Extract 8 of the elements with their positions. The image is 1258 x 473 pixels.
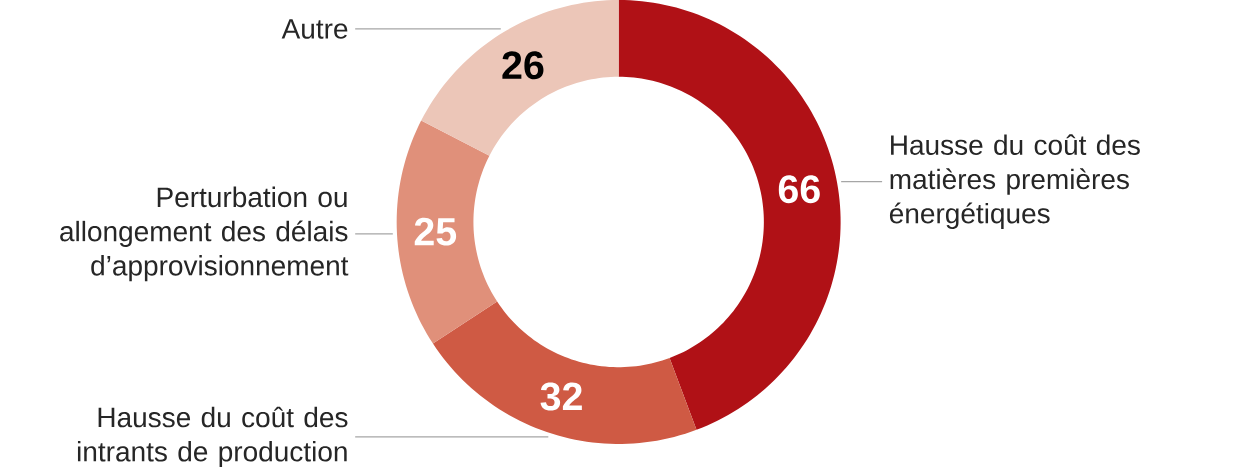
data-label: 66 xyxy=(778,175,820,204)
slice-label: Hausse du coût des matières premières énergétiques xyxy=(889,134,1140,229)
slice-label: Autre xyxy=(281,19,348,39)
data-label: 32 xyxy=(540,382,582,411)
data-label: 26 xyxy=(502,51,544,80)
slice-label: Perturbation ou allongement des délais d’approvisionnement xyxy=(60,186,349,282)
data-label: 25 xyxy=(414,217,457,246)
slice-label: Hausse du coût des intrants de production xyxy=(77,406,348,467)
